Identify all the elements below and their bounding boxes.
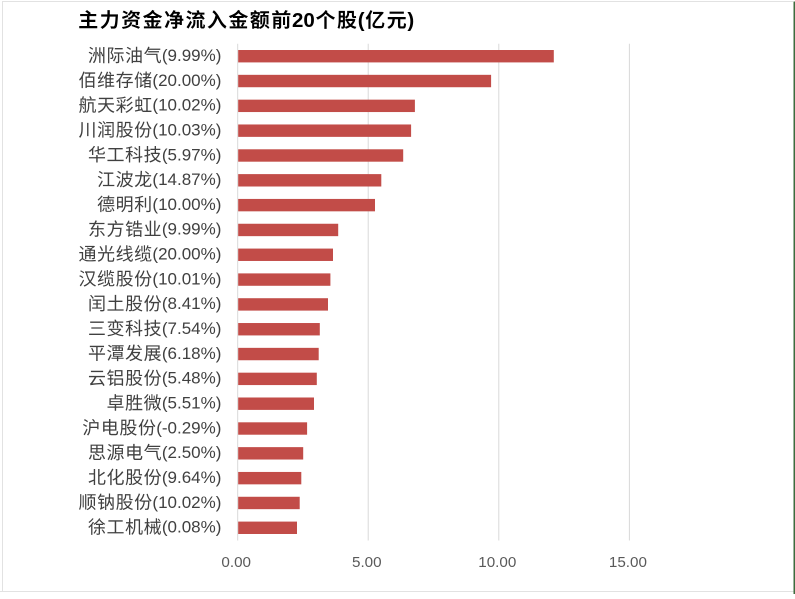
svg-text:): ) [407, 9, 414, 32]
svg-text:(: ( [358, 9, 365, 32]
svg-text:(10.00%): (10.00%) [152, 195, 221, 214]
svg-text:(10.02%): (10.02%) [152, 493, 221, 512]
svg-text:(5.48%): (5.48%) [162, 369, 222, 388]
svg-text:(-0.29%): (-0.29%) [156, 418, 221, 437]
svg-text:(6.18%): (6.18%) [162, 344, 222, 363]
svg-text:(10.01%): (10.01%) [152, 269, 221, 288]
svg-text:20: 20 [292, 9, 315, 32]
svg-text:10.00: 10.00 [478, 554, 516, 571]
svg-text:(10.03%): (10.03%) [152, 120, 221, 139]
svg-text:(20.00%): (20.00%) [152, 71, 221, 90]
svg-text:(2.50%): (2.50%) [162, 443, 222, 462]
svg-text:15.00: 15.00 [609, 554, 647, 571]
svg-text:5.00: 5.00 [352, 554, 382, 571]
svg-text:(9.99%): (9.99%) [162, 46, 222, 65]
svg-text:(10.02%): (10.02%) [152, 96, 221, 115]
svg-text:(0.08%): (0.08%) [162, 518, 222, 537]
svg-text:(9.99%): (9.99%) [162, 220, 222, 239]
svg-text:(5.97%): (5.97%) [162, 145, 222, 164]
svg-text:(20.00%): (20.00%) [152, 245, 221, 264]
svg-text:(8.41%): (8.41%) [162, 294, 222, 313]
svg-text:(7.54%): (7.54%) [162, 319, 222, 338]
svg-text:0.00: 0.00 [221, 554, 251, 571]
svg-text:(14.87%): (14.87%) [152, 170, 221, 189]
svg-text:(5.51%): (5.51%) [162, 393, 222, 412]
svg-text:(9.64%): (9.64%) [162, 468, 222, 487]
